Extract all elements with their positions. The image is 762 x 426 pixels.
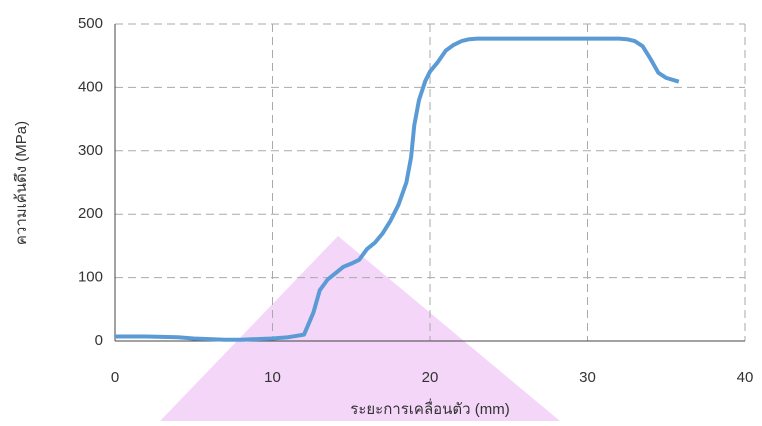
- y-tick-label: 100: [78, 269, 103, 286]
- y-tick-label: 500: [78, 15, 103, 32]
- watermark: [160, 236, 560, 421]
- y-axis-label: ความเค้นดึง (MPa): [13, 121, 30, 245]
- x-tick-label: 0: [111, 369, 119, 386]
- x-tick-label: 30: [579, 369, 596, 386]
- line-series: [115, 36, 680, 342]
- x-tick-label: 40: [737, 369, 754, 386]
- x-axis-label: ระยะการเคลื่อนตัว (mm): [350, 398, 509, 418]
- y-tick-label: 300: [78, 142, 103, 159]
- y-tick-label: 400: [78, 78, 103, 95]
- y-tick-label: 200: [78, 205, 103, 222]
- x-tick-label: 10: [264, 369, 281, 386]
- x-tick-label: 20: [422, 369, 439, 386]
- y-tick-label: 0: [95, 332, 103, 349]
